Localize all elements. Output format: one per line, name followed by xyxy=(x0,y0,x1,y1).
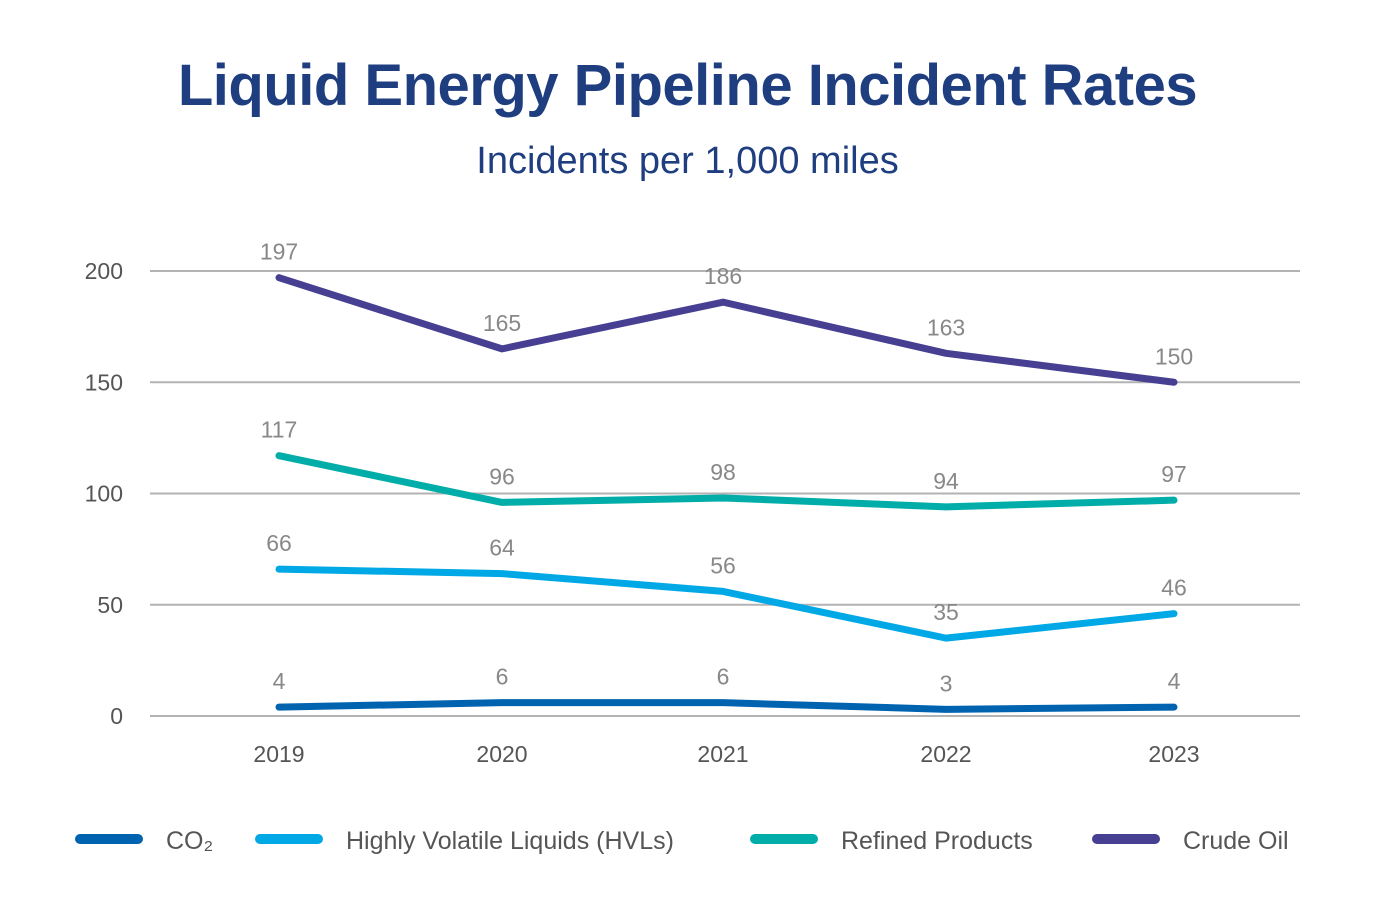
data-label: 6 xyxy=(496,664,509,690)
data-label: 35 xyxy=(933,599,959,625)
y-tick-label: 50 xyxy=(97,592,123,618)
data-label: 66 xyxy=(266,530,292,556)
data-label: 150 xyxy=(1155,343,1193,369)
series-line xyxy=(275,274,1178,386)
legend-label: CO₂ xyxy=(166,827,213,855)
x-tick-label: 2021 xyxy=(697,741,748,767)
data-label: 165 xyxy=(483,310,521,336)
series-line xyxy=(275,565,1178,642)
y-tick-label: 200 xyxy=(85,258,123,284)
x-tick-label: 2023 xyxy=(1148,741,1199,767)
data-label: 56 xyxy=(710,552,736,578)
legend-label: Crude Oil xyxy=(1183,827,1289,855)
data-label: 97 xyxy=(1161,461,1187,487)
data-label: 96 xyxy=(489,463,515,489)
data-label: 6 xyxy=(717,664,730,690)
data-label: 46 xyxy=(1161,575,1187,601)
data-label: 64 xyxy=(489,535,515,561)
y-tick-label: 150 xyxy=(85,369,123,395)
chart-subtitle: Incidents per 1,000 miles xyxy=(476,140,899,182)
y-tick-label: 0 xyxy=(110,703,123,729)
chart-title: Liquid Energy Pipeline Incident Rates xyxy=(177,53,1198,118)
data-label: 163 xyxy=(927,314,965,340)
y-tick-label: 100 xyxy=(85,481,123,507)
series-line xyxy=(275,699,1178,713)
x-tick-label: 2020 xyxy=(476,741,527,767)
x-tick-label: 2022 xyxy=(920,741,971,767)
legend-label: Highly Volatile Liquids (HVLs) xyxy=(346,827,674,855)
data-label: 4 xyxy=(273,668,286,694)
legend-label: Refined Products xyxy=(841,827,1033,855)
data-label: 197 xyxy=(260,239,298,265)
data-label: 94 xyxy=(933,468,959,494)
data-label: 98 xyxy=(710,459,736,485)
data-label: 117 xyxy=(261,417,298,443)
x-tick-label: 2019 xyxy=(253,741,304,767)
series-line xyxy=(275,452,1178,511)
data-label: 4 xyxy=(1168,668,1181,694)
data-label: 186 xyxy=(704,263,742,289)
data-label: 3 xyxy=(940,670,953,696)
